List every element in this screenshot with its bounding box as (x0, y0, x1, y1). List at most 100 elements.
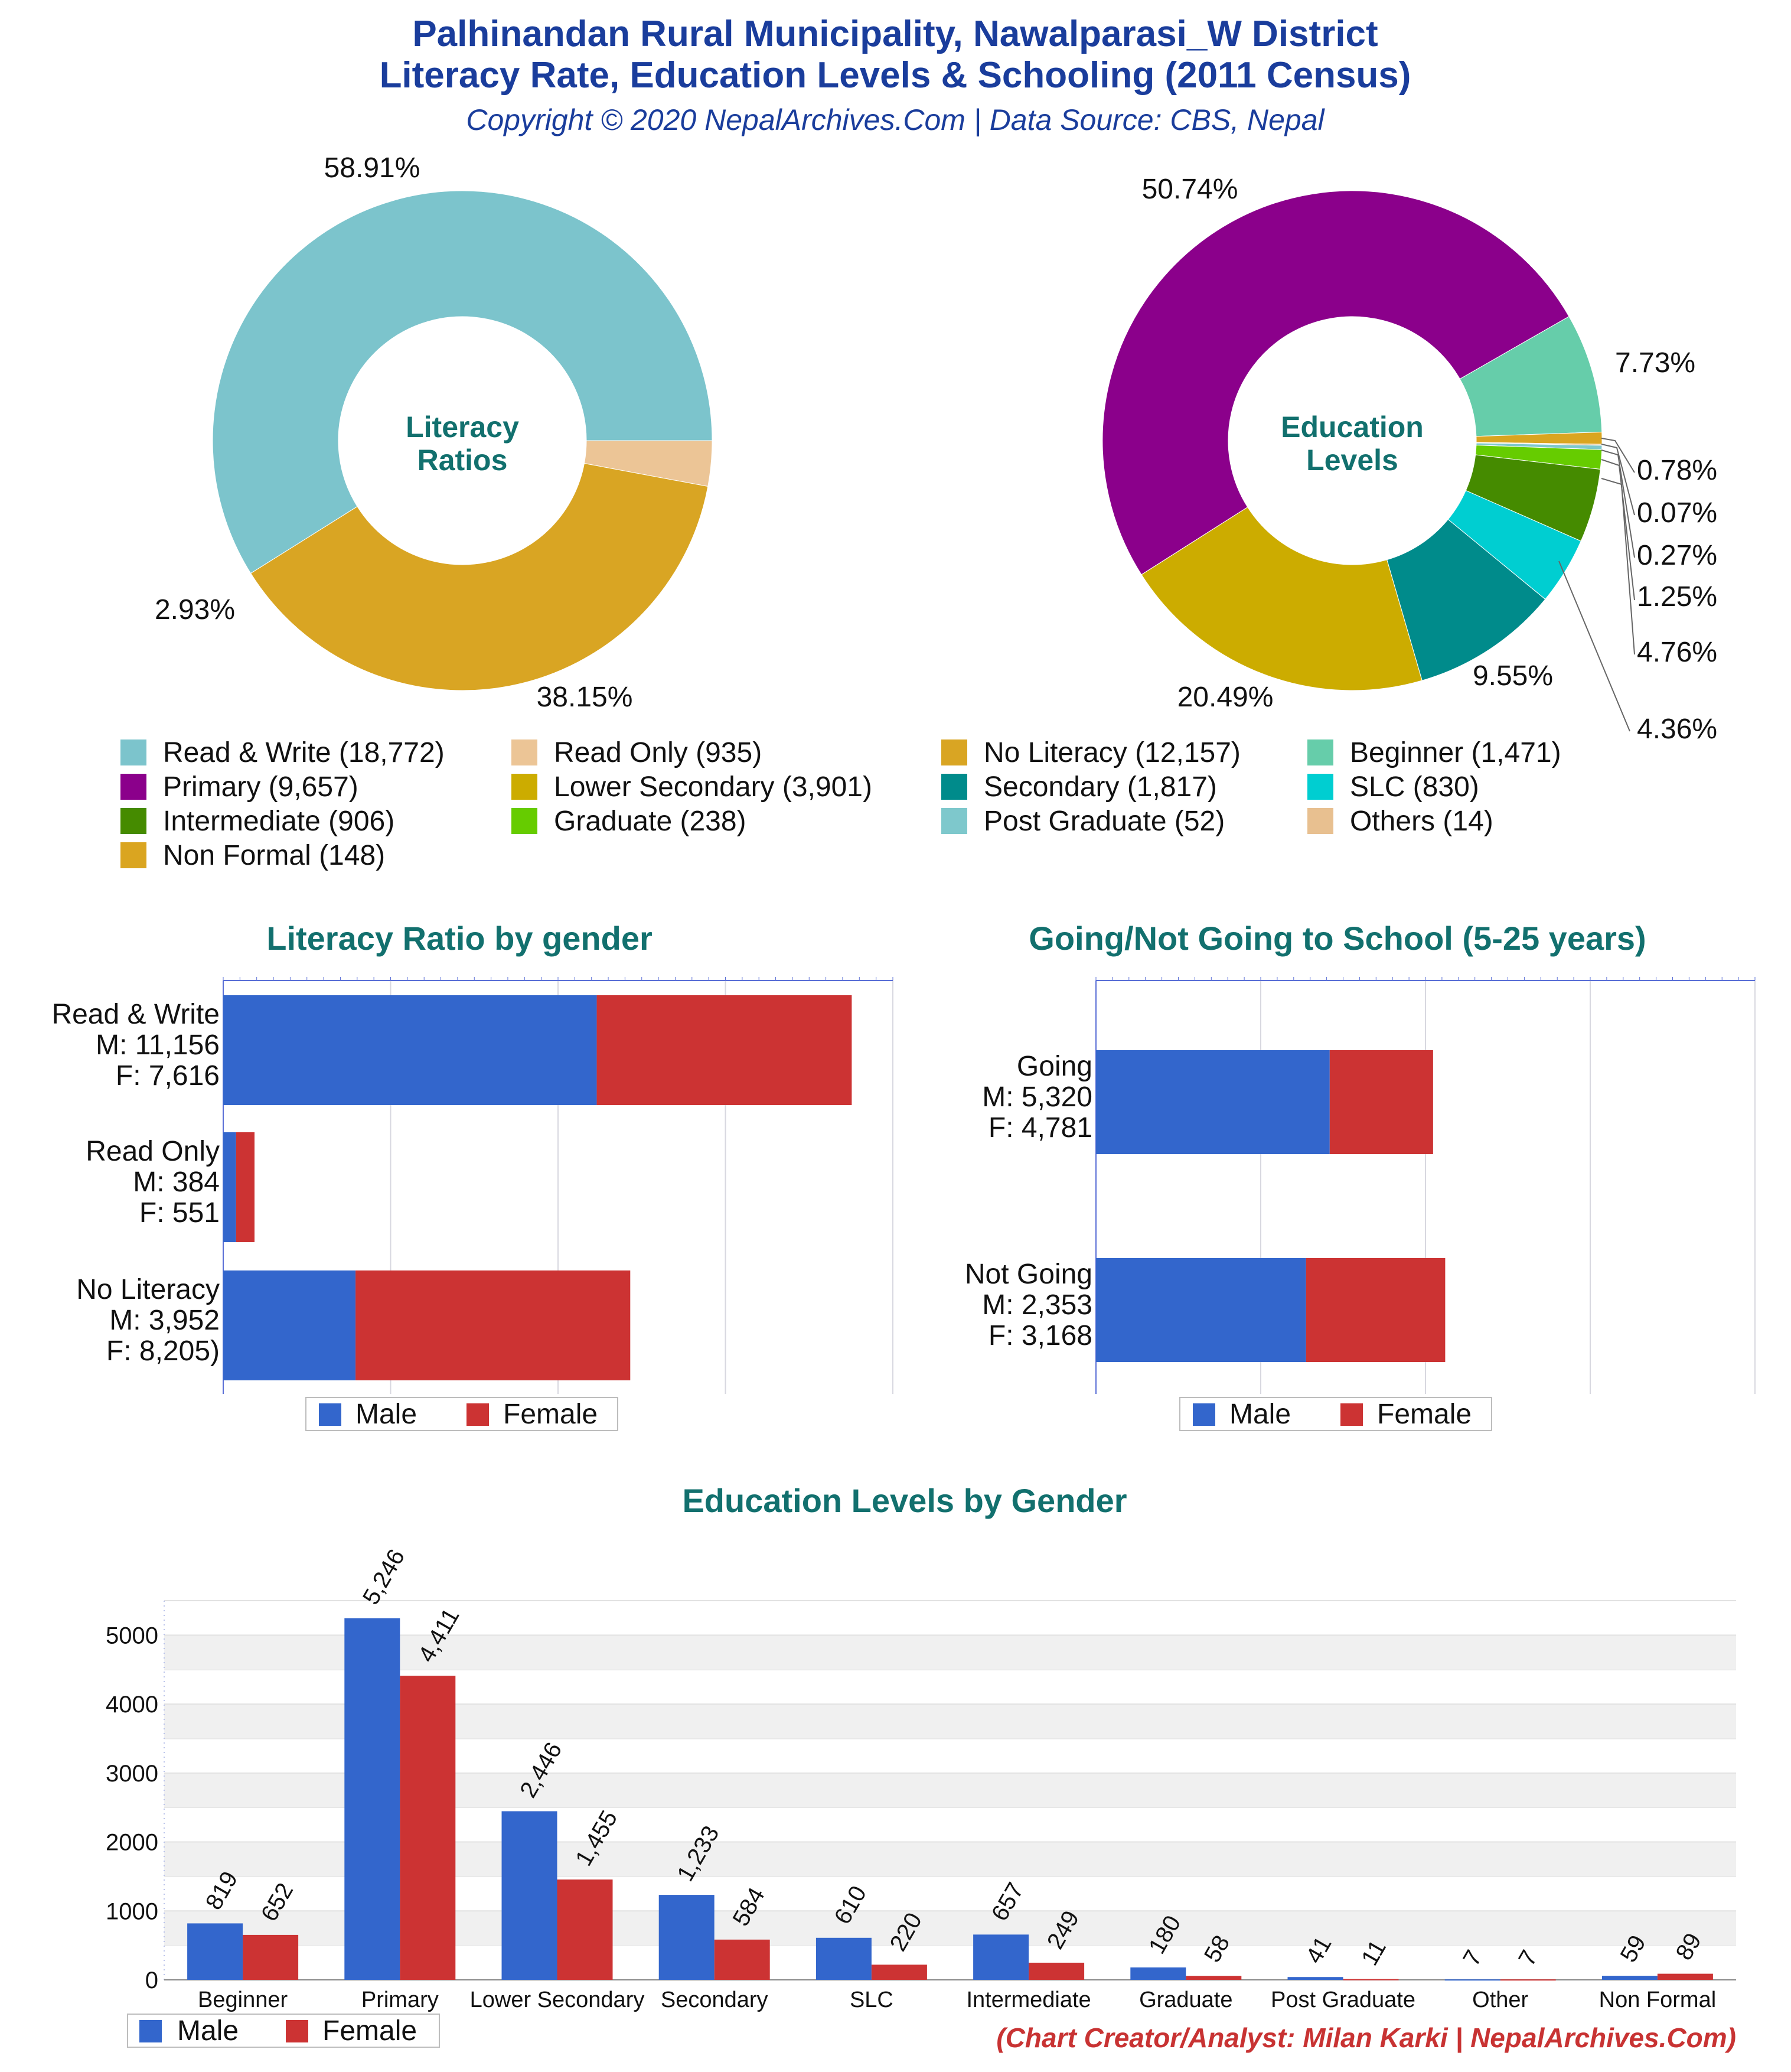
legend-label-female: Female (503, 1399, 598, 1430)
category-label-read-only: M: 384 (133, 1167, 220, 1198)
legend-swatch-male (319, 1403, 341, 1426)
x-tick-label-non-formal: Non Formal (1599, 1988, 1717, 2012)
category-label-not-going: F: 3,168 (989, 1320, 1092, 1351)
slice-no-literacy (250, 462, 709, 691)
legend-label-non-formal-148: Non Formal (148) (163, 840, 385, 871)
bar-male-beginner (187, 1923, 243, 1980)
bar-female-intermediate (1029, 1962, 1085, 1980)
legend-label-slc-830: SLC (830) (1350, 771, 1479, 803)
legend-label-female: Female (322, 2015, 417, 2047)
legend-swatch-read-only-935 (511, 739, 537, 765)
school-chart-title: Going/Not Going to School (5-25 years) (1029, 920, 1646, 957)
leader-line-post-graduate (1601, 449, 1635, 558)
category-label-read-only: F: 551 (139, 1197, 220, 1229)
percent-label-post-graduate: 0.27% (1637, 540, 1717, 571)
percent-label-non-formal: 0.78% (1637, 455, 1717, 486)
y-tick-label: 2000 (106, 1830, 158, 1856)
legend-swatch-lower-secondary-3-901 (511, 774, 537, 800)
slice-read-write (212, 190, 713, 574)
x-tick-label-beginner: Beginner (198, 1988, 288, 2012)
donut-center-label-line1: Education (1281, 411, 1424, 444)
category-label-read-write: F: 7,616 (116, 1060, 220, 1092)
percent-label-others: 0.07% (1637, 497, 1717, 529)
legend-swatch-graduate-238 (511, 808, 537, 834)
page-title-line1: Palhinandan Rural Municipality, Nawalpar… (412, 14, 1378, 54)
legend-swatch-non-formal-148 (120, 842, 146, 868)
bar-male-non-formal (1601, 1976, 1658, 1980)
bar-male-going (1096, 1050, 1330, 1154)
y-tick-label: 3000 (106, 1761, 158, 1787)
category-label-read-only: Read Only (86, 1136, 220, 1167)
legend-box (305, 1397, 618, 1431)
credit-line: (Chart Creator/Analyst: Milan Karki | Ne… (996, 2022, 1736, 2053)
education-gender-chart-title: Education Levels by Gender (682, 1482, 1127, 1519)
page-title-line2: Literacy Rate, Education Levels & School… (380, 55, 1411, 96)
leader-line-intermediate (1601, 478, 1635, 655)
legend-box (127, 2014, 440, 2048)
data-label-male-primary: 5,246 (358, 1545, 410, 1609)
bar-male-primary (344, 1618, 400, 1980)
donut-center-label-line2: Ratios (417, 444, 508, 477)
legend-box (1179, 1397, 1492, 1431)
legend-label-post-graduate-52: Post Graduate (52) (984, 806, 1225, 837)
x-tick-label-intermediate: Intermediate (966, 1988, 1091, 2012)
y-tick-label: 5000 (106, 1623, 158, 1649)
bar-male-graduate (1130, 1967, 1186, 1980)
percent-label-no-literacy: 38.15% (537, 682, 633, 713)
category-label-no-literacy: M: 3,952 (109, 1305, 220, 1336)
data-label-male-other: 7 (1458, 1946, 1487, 1970)
legend-label-beginner-1-471: Beginner (1,471) (1350, 737, 1561, 768)
data-label-female-other: 7 (1513, 1946, 1542, 1970)
percent-label-primary: 50.74% (1142, 174, 1238, 205)
legend-swatch-female (1340, 1403, 1363, 1426)
legend-swatch-female (286, 2020, 308, 2042)
grid-band (164, 1635, 1736, 1670)
bar-male-no-literacy (223, 1270, 356, 1380)
legend-swatch-post-graduate-52 (941, 808, 967, 834)
legend-swatch-others-14 (1307, 808, 1333, 834)
pie-legend: Read & Write (18,772) Read Only (935) No L… (120, 737, 1561, 871)
legend-swatch-female (466, 1403, 489, 1426)
y-tick-label: 0 (145, 1967, 158, 1993)
y-tick-label: 1000 (106, 1898, 158, 1924)
bar-male-post-graduate (1287, 1977, 1343, 1980)
legend-swatch-read-write-18-772 (120, 739, 146, 765)
bar-female-other (1500, 1979, 1556, 1981)
x-tick-label-primary: Primary (361, 1988, 439, 2012)
bar-female-going (1329, 1050, 1433, 1154)
bar-male-secondary (658, 1895, 715, 1980)
bar-male-intermediate (973, 1934, 1029, 1980)
bar-female-lower-secondary (557, 1879, 613, 1980)
category-label-going: Going (1017, 1051, 1092, 1082)
legend-swatch-male (1193, 1403, 1215, 1426)
category-label-read-write: Read & Write (51, 999, 220, 1030)
legend-swatch-intermediate-906 (120, 808, 146, 834)
category-label-no-literacy: F: 8,205) (106, 1335, 220, 1367)
percent-label-read-write: 58.91% (324, 152, 420, 184)
bar-female-non-formal (1657, 1973, 1713, 1980)
legend-swatch-no-literacy-12-157 (941, 739, 967, 765)
legend-label-read-only-935: Read Only (935) (554, 737, 762, 768)
percent-label-beginner: 7.73% (1615, 347, 1695, 379)
legend-swatch-male (139, 2020, 162, 2042)
page-subtitle: Copyright © 2020 NepalArchives.Com | Dat… (466, 103, 1325, 137)
legend-label-male: Male (1229, 1399, 1291, 1430)
bar-female-not-going (1306, 1258, 1446, 1362)
bar-female-beginner (243, 1934, 299, 1980)
bar-female-slc (871, 1965, 927, 1980)
percent-label-secondary: 9.55% (1473, 660, 1553, 692)
percent-label-intermediate: 4.76% (1637, 637, 1717, 668)
bar-male-read-write (223, 995, 597, 1105)
x-tick-label-lower-secondary: Lower Secondary (470, 1988, 645, 2012)
legend-label-female: Female (1377, 1399, 1472, 1430)
category-label-read-write: M: 11,156 (96, 1030, 220, 1061)
leader-line-slc (1558, 561, 1630, 732)
category-label-no-literacy: No Literacy (76, 1274, 220, 1305)
legend-label-secondary-1-817: Secondary (1,817) (984, 771, 1217, 803)
